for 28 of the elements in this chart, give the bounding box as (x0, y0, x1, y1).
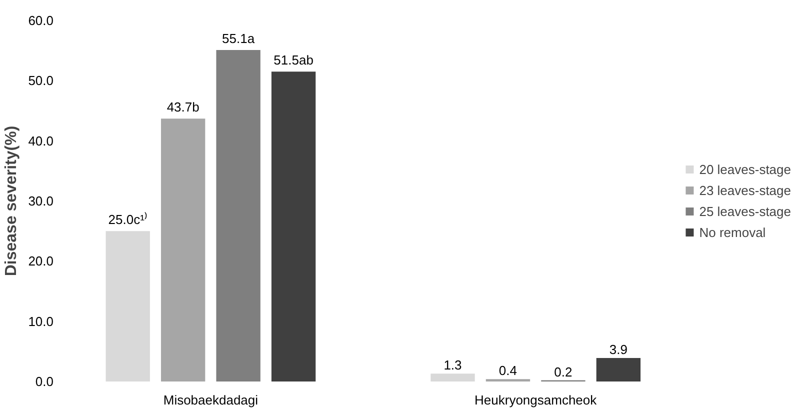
legend-label: 20 leaves-stage (699, 162, 791, 176)
y-tick-label: 30.0 (28, 194, 54, 208)
data-label: 43.7b (166, 100, 200, 115)
y-axis-title: Disease severity(%) (3, 126, 20, 276)
data-label: 0.2 (554, 364, 572, 380)
y-tick-label: 10.0 (28, 314, 54, 329)
bar (271, 72, 316, 382)
data-label: 25.0c¹⁾ (108, 212, 148, 228)
bar (160, 118, 206, 382)
y-tick-label: 40.0 (28, 133, 54, 148)
y-tick-label: 60.0 (28, 13, 54, 28)
legend-label: 25 leaves-stage (699, 204, 791, 218)
data-label: 51.5ab (274, 52, 314, 68)
data-label: 55.1a (222, 30, 256, 46)
legend-label: No removal (699, 224, 766, 240)
bar (596, 358, 641, 382)
bar (106, 231, 150, 382)
y-tick-label: 50.0 (28, 73, 54, 88)
x-tick-label: Misobaekdadagi (163, 392, 258, 408)
bar (216, 50, 260, 382)
y-tick-label: 0.0 (35, 374, 54, 389)
bar (430, 374, 475, 382)
legend-label: 23 leaves-stage (699, 182, 791, 198)
data-label: 1.3 (444, 358, 462, 373)
data-label: 0.4 (498, 363, 518, 378)
y-tick-label: 20.0 (28, 254, 54, 269)
x-tick-label: Heukryongsamcheok (474, 392, 598, 408)
data-label: 3.9 (609, 342, 628, 358)
